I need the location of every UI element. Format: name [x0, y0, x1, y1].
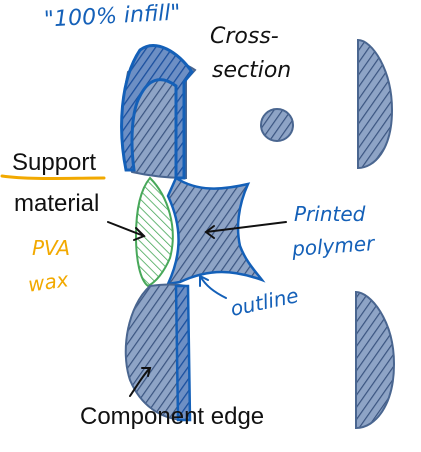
- pva-label: PVA: [32, 236, 71, 260]
- infill-outline-blue: [120, 44, 194, 180]
- component-edge-label: Component edge: [80, 403, 265, 430]
- support-material-region: [134, 176, 174, 288]
- outline-arrow: [199, 274, 227, 299]
- right-upper-half-shape: [357, 38, 394, 170]
- support-underline: [0, 174, 106, 180]
- support-arrow: [107, 221, 146, 241]
- printed-polymer-label-line1: Printed: [294, 202, 366, 226]
- support-label-line2: material: [14, 190, 100, 217]
- support-label-line1: Support: [12, 149, 97, 176]
- right-lower-half-shape: [355, 290, 396, 430]
- printed-polymer-arrow: [204, 221, 287, 239]
- component-edge-arrow: [129, 367, 152, 397]
- cross-section-label-line1: Cross-: [210, 24, 279, 49]
- cross-section-label-line2: section: [212, 58, 292, 83]
- lower-outline-blue: [174, 284, 192, 422]
- cross-section-circle: [260, 108, 294, 142]
- component-lower-body: [124, 283, 187, 422]
- printed-polymer-label-line2: polymer: [291, 231, 376, 261]
- wax-label: wax: [26, 267, 70, 297]
